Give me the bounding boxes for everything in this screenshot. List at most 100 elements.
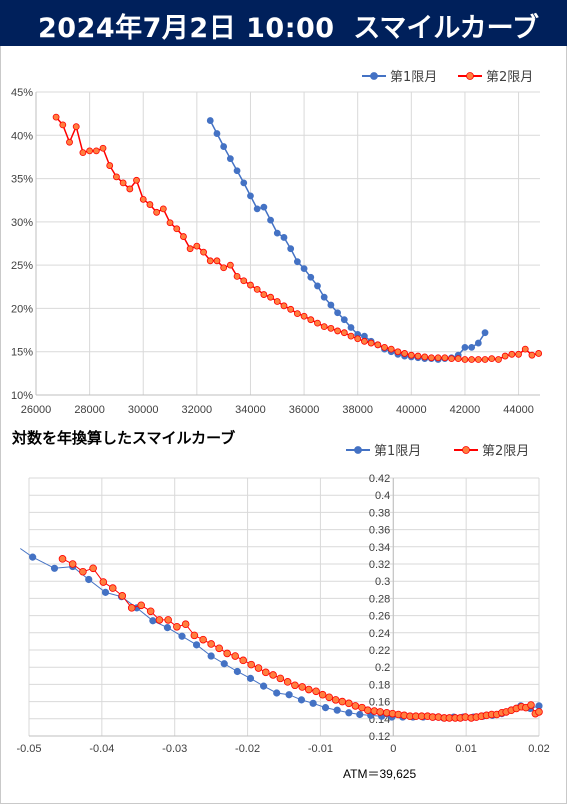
data-point-2 (363, 706, 372, 715)
data-point-2 (261, 668, 270, 677)
data-point-2 (146, 201, 154, 208)
x-tick-label: -0.05 (16, 743, 41, 755)
y-tick-label: 0.24 (369, 628, 390, 640)
y-tick-label: 35% (11, 174, 33, 186)
legend-label-1: 第1限月 (390, 70, 437, 85)
data-point-2 (345, 699, 353, 708)
data-point-2 (280, 302, 288, 310)
data-point-2 (166, 219, 174, 227)
data-point-2 (200, 248, 207, 256)
data-point-2 (213, 257, 221, 265)
data-point-1 (178, 632, 186, 640)
data-point-2 (338, 697, 347, 706)
data-point-2 (394, 348, 402, 356)
data-point-2 (376, 708, 384, 716)
data-point-2 (59, 121, 67, 129)
data-point-1 (333, 706, 341, 714)
data-point-2 (133, 176, 140, 184)
data-point-2 (66, 138, 73, 146)
data-point-2 (173, 225, 181, 233)
data-point-2 (223, 649, 231, 658)
y-tick-label: 25% (11, 260, 33, 272)
data-point-1 (213, 130, 221, 137)
data-point-2 (374, 341, 382, 349)
x-tick-label: 0.02 (528, 743, 549, 755)
data-point-2 (92, 147, 100, 155)
data-point-2 (347, 332, 355, 340)
data-point-2 (215, 644, 223, 653)
data-point-2 (351, 702, 360, 710)
data-point-1 (340, 316, 348, 324)
x-tick-label: 26000 (21, 404, 52, 416)
x-tick-label: 36000 (289, 404, 320, 416)
data-point-1 (345, 709, 353, 717)
data-point-1 (321, 704, 330, 712)
data-point-1 (280, 234, 288, 241)
data-point-2 (320, 323, 328, 331)
legend-label-1: 第1限月 (374, 444, 421, 459)
y-tick-label: 15% (11, 347, 33, 359)
data-point-2 (247, 281, 254, 289)
data-point-1 (101, 588, 110, 596)
y-tick-label: 0.16 (369, 697, 390, 709)
x-tick-label: -0.01 (308, 743, 333, 755)
data-point-1 (285, 691, 293, 699)
data-point-2 (126, 185, 134, 193)
data-point-2 (287, 305, 295, 313)
data-point-2 (387, 345, 395, 353)
data-point-2 (108, 584, 117, 592)
x-tick-label: -0.02 (235, 743, 260, 755)
data-point-2 (488, 355, 496, 363)
data-point-1 (260, 203, 268, 211)
data-point-2 (118, 592, 127, 600)
data-point-2 (527, 701, 535, 709)
data-point-2 (327, 324, 335, 332)
x-tick-label: 34000 (235, 404, 266, 416)
x-tick-label: -0.03 (162, 743, 187, 755)
data-point-2 (231, 652, 239, 660)
data-point-1 (309, 699, 317, 707)
data-point-2 (254, 664, 263, 672)
data-point-1 (334, 309, 341, 317)
y-tick-label: 20% (11, 303, 33, 315)
data-point-2 (253, 285, 261, 293)
data-point-2 (155, 616, 164, 624)
x-tick-label: 28000 (74, 404, 105, 416)
data-point-2 (164, 616, 172, 624)
data-point-2 (441, 354, 449, 362)
x-tick-label: 30000 (128, 404, 159, 416)
series-line-2 (55, 116, 539, 361)
y-tick-label: 0.32 (369, 559, 390, 571)
y-tick-label: 0.12 (369, 731, 390, 743)
data-point-2 (233, 272, 241, 280)
y-tick-label: 40% (11, 130, 33, 142)
data-point-2 (291, 681, 299, 690)
legend-marker-1 (354, 446, 362, 454)
data-point-1 (253, 205, 261, 213)
data-point-2 (207, 640, 215, 648)
data-point-2 (340, 329, 348, 337)
x-tick-label: 44000 (503, 404, 534, 416)
data-point-2 (381, 343, 388, 351)
legend-label-2: 第2限月 (486, 70, 533, 85)
data-point-2 (180, 233, 187, 240)
data-point-1 (356, 710, 364, 719)
data-point-2 (535, 350, 543, 357)
y-tick-label: 0.2 (375, 662, 390, 674)
smile-curve-chart: 10% 15% 20% 25% 30% 35% 40% 45% 26000 28000 30000 3… (11, 70, 543, 416)
data-point-1 (163, 624, 172, 632)
data-point-2 (206, 257, 214, 265)
data-point-2 (304, 685, 313, 694)
data-point-2 (448, 355, 455, 363)
data-point-1 (300, 265, 308, 273)
data-point-1 (307, 273, 315, 281)
chart-title: 対数を年換算したスマイルカーブ (11, 429, 235, 447)
data-point-2 (247, 660, 256, 669)
legend-marker-1 (370, 72, 378, 80)
log-annualized-smile-chart: 0.120.140.160.180.20.220.240.260.280.30.… (11, 429, 550, 781)
data-point-2 (153, 208, 161, 216)
data-point-2 (269, 671, 277, 679)
data-point-1 (259, 682, 268, 690)
data-point-1 (327, 301, 335, 309)
data-point-2 (58, 555, 67, 563)
